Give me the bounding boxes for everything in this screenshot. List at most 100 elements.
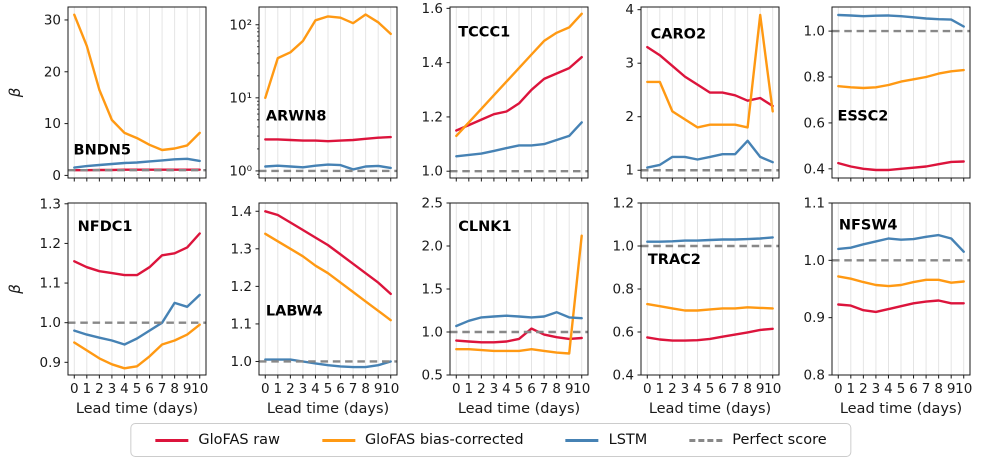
x-tick-label: 3 [872, 381, 881, 397]
station-label-trac2: TRAC2 [648, 252, 701, 268]
glofas-raw-line [455, 56, 583, 132]
lstm-line [73, 157, 201, 169]
glofas-raw-line [73, 232, 201, 277]
x-tick-label: 2 [859, 381, 868, 397]
lstm-line [264, 358, 392, 369]
panel-caro2: 1 2 3 4 CARO2 [625, 2, 780, 182]
x-axis-label: Lead time (days) [649, 401, 771, 417]
glofas-bias-corrected-line [455, 234, 583, 355]
x-tick-label: 6 [336, 381, 345, 397]
x-tick-label: 1 [847, 381, 856, 397]
x-tick-label: 1 [83, 381, 92, 397]
x-tick-label: 2 [286, 381, 295, 397]
x-tick-label: 6 [718, 381, 727, 397]
y-tick-label: 1.2 [40, 236, 61, 252]
y-tick-label: 1.0 [422, 164, 443, 180]
legend-item-glofas-raw: GloFAS raw [155, 432, 280, 448]
lstm-line [455, 311, 583, 328]
y-tick-label: 1.5 [422, 282, 443, 298]
glofas-raw-line [646, 327, 774, 342]
y-tick-label: 1.3 [231, 241, 252, 257]
y-tick-label: 1 [625, 163, 634, 179]
legend: GloFAS raw GloFAS bias-corrected LSTM Pe… [130, 423, 852, 457]
y-tick-label: 3 [625, 56, 634, 72]
x-tick-label: 0 [452, 381, 461, 397]
legend-label-lstm: LSTM [608, 432, 648, 448]
y-tick-label: 1.2 [613, 196, 634, 212]
y-axis-label-row1: β [6, 87, 24, 98]
x-tick-label: 8 [170, 381, 179, 397]
station-label-bndn5: BNDN5 [74, 143, 131, 159]
x-tick-label: 7 [922, 381, 931, 397]
glofas-bias-corrected-line [455, 12, 583, 138]
x-tick-label: 5 [515, 381, 524, 397]
x-tick-label: 7 [349, 381, 358, 397]
x-tick-label: 3 [108, 381, 117, 397]
glofas-raw-line [264, 210, 392, 296]
x-tick-label: 8 [934, 381, 943, 397]
x-tick-label: 7 [540, 381, 549, 397]
lstm-line [837, 233, 965, 253]
glofas-raw-line [455, 327, 583, 344]
x-axis-label: Lead time (days) [267, 401, 389, 417]
y-tick-label: 1.0 [804, 253, 825, 269]
y-tick-label: 1.1 [804, 196, 825, 212]
x-tick-label: 4 [311, 381, 320, 397]
y-tick-label: 1.3 [40, 196, 61, 212]
panel-bndn5: 0 10 20 30 BNDN5 [44, 6, 207, 184]
y-tick-label: 10¹ [229, 90, 252, 106]
glofas-bias-corrected-line [264, 232, 392, 322]
y-tick-label: 1.2 [422, 109, 443, 125]
legend-item-lstm: LSTM [565, 432, 648, 448]
station-label-nfsw4: NFSW4 [839, 217, 898, 233]
lstm-line-swatch [565, 438, 599, 442]
y-tick-label: 1.4 [231, 204, 252, 220]
x-tick-label: 8 [743, 381, 752, 397]
x-tick-label: 0 [834, 381, 843, 397]
y-tick-label: 1.6 [422, 1, 443, 17]
y-tick-label: 10 [44, 116, 61, 132]
x-tick-label: 5 [897, 381, 906, 397]
x-tick-label: 5 [133, 381, 142, 397]
x-tick-label: 3 [299, 381, 308, 397]
y-tick-label: 0 [52, 168, 61, 184]
x-tick-label: 6 [909, 381, 918, 397]
x-tick-label: 7 [158, 381, 167, 397]
y-tick-label: 2.0 [422, 239, 443, 255]
x-tick-label: 4 [502, 381, 511, 397]
y-tick-label: 10² [229, 17, 252, 33]
y-tick-label: 0.9 [804, 310, 825, 326]
glofas-bias-corrected-line [264, 13, 392, 100]
y-tick-label: 1.0 [804, 24, 825, 40]
x-tick-label: 0 [643, 381, 652, 397]
y-tick-label: 1.0 [422, 325, 443, 341]
lstm-line [73, 293, 201, 346]
x-tick-label: 0 [70, 381, 79, 397]
y-tick-label: 4 [625, 2, 634, 18]
x-tick-label: 9 [947, 381, 956, 397]
y-tick-label: 0.6 [804, 115, 825, 131]
y-tick-label: 0.9 [40, 355, 61, 371]
x-tick-label: 10 [764, 381, 781, 397]
x-tick-label: 7 [731, 381, 740, 397]
x-axis-label: Lead time (days) [76, 401, 198, 417]
perfect-score-line-swatch [689, 438, 723, 442]
glofas-raw-line [837, 299, 965, 314]
x-tick-label: 8 [361, 381, 370, 397]
x-tick-label: 5 [324, 381, 333, 397]
legend-label-perfect-score: Perfect score [732, 432, 827, 448]
lstm-line [455, 121, 583, 158]
x-tick-label: 2 [668, 381, 677, 397]
legend-item-perfect-score: Perfect score [689, 432, 827, 448]
x-tick-label: 1 [656, 381, 665, 397]
x-tick-label: 9 [374, 381, 383, 397]
x-tick-label: 9 [183, 381, 192, 397]
station-label-labw4: LABW4 [266, 303, 323, 319]
y-tick-label: 0.4 [613, 368, 634, 384]
x-tick-label: 2 [477, 381, 486, 397]
glofas-bias-corrected-line [837, 275, 965, 288]
y-tick-label: 2.5 [422, 196, 443, 212]
station-label-nfdc1: NFDC1 [78, 219, 133, 235]
y-tick-label: 0.8 [804, 368, 825, 384]
